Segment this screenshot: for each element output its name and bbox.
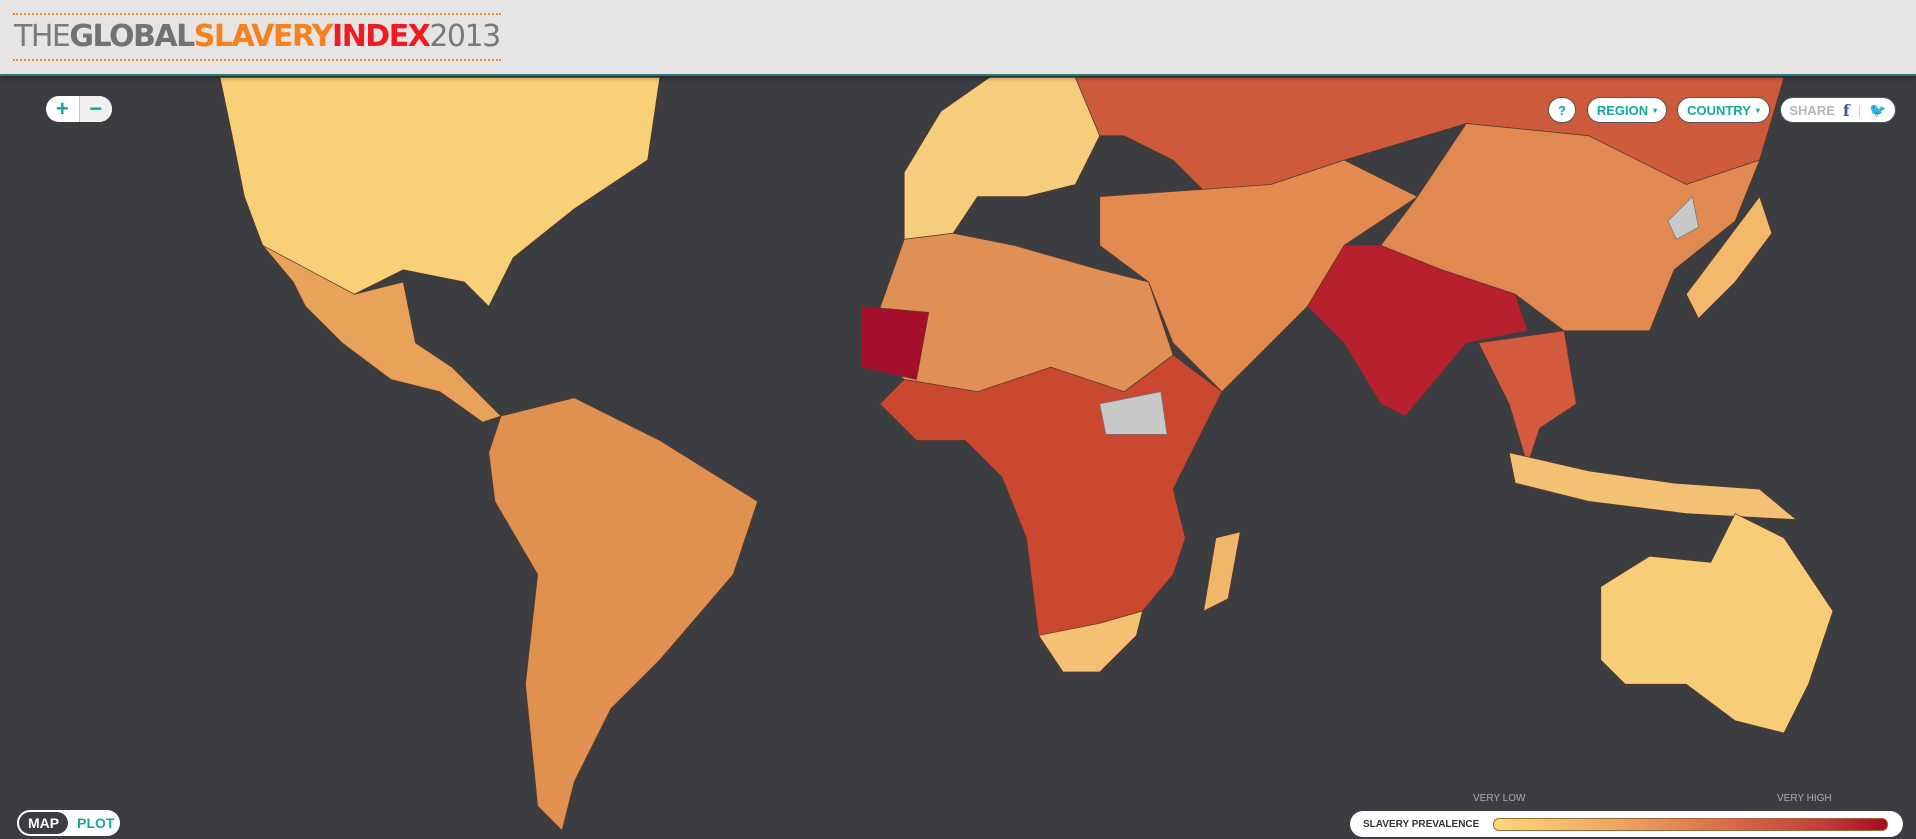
logo-global: GLOBAL: [69, 19, 195, 54]
region-southeast-asia[interactable]: [1477, 330, 1577, 467]
twitter-icon[interactable]: 🐦: [1869, 101, 1887, 118]
legend: SLAVERY PREVALENCE: [1350, 811, 1903, 837]
country-dropdown[interactable]: COUNTRY ▾: [1677, 97, 1770, 123]
region-north-america[interactable]: [219, 76, 661, 307]
region-sub-saharan-africa[interactable]: [879, 354, 1223, 673]
world-map[interactable]: [0, 76, 1916, 839]
region-europe[interactable]: [903, 76, 1101, 240]
logo-index: INDEX: [332, 19, 431, 54]
region-indonesia[interactable]: [1508, 452, 1798, 521]
logo-the: THE: [14, 19, 71, 54]
facebook-icon[interactable]: f: [1842, 100, 1850, 120]
legend-title: SLAVERY PREVALENCE: [1363, 818, 1480, 830]
country-label: COUNTRY: [1687, 102, 1751, 118]
region-label: REGION: [1596, 102, 1649, 118]
logo[interactable]: THE GLOBAL SLAVERY INDEX 2013: [13, 13, 501, 61]
share-label: SHARE: [1789, 102, 1835, 118]
region-japan[interactable]: [1685, 195, 1773, 320]
help-button[interactable]: ?: [1548, 97, 1576, 123]
legend-very-low-label: VERY LOW: [1473, 793, 1526, 804]
chevron-down-icon: ▾: [1755, 105, 1760, 115]
region-no-data-south-sudan[interactable]: [1099, 391, 1168, 435]
map-view-button[interactable]: MAP: [19, 812, 69, 834]
region-dropdown[interactable]: REGION ▾: [1587, 97, 1667, 123]
region-mexico-central-america[interactable]: [262, 245, 502, 423]
zoom-control: + −: [46, 96, 112, 122]
region-south-asia[interactable]: [1307, 245, 1528, 417]
share-bar: SHARE f | 🐦: [1780, 97, 1896, 123]
zoom-in-button[interactable]: +: [55, 96, 69, 121]
legend-gradient-bar: [1493, 817, 1888, 831]
region-australia[interactable]: [1600, 513, 1834, 734]
region-mauritania[interactable]: [861, 305, 930, 380]
header: THE GLOBAL SLAVERY INDEX 2013: [0, 0, 1916, 76]
logo-slavery: SLAVERY: [193, 19, 334, 54]
view-toggle: MAP PLOT: [17, 810, 120, 836]
plot-view-button[interactable]: PLOT: [77, 815, 115, 831]
region-southern-africa[interactable]: [1038, 610, 1144, 673]
legend-very-high-label: VERY HIGH: [1777, 793, 1832, 804]
chevron-down-icon: ▾: [1653, 105, 1658, 115]
help-label: ?: [1558, 102, 1566, 118]
logo-year: 2013: [429, 19, 501, 54]
region-south-america[interactable]: [488, 397, 759, 832]
region-no-data-korea[interactable]: [1667, 195, 1699, 240]
zoom-out-button[interactable]: −: [78, 96, 112, 122]
share-separator: |: [1857, 102, 1862, 118]
region-madagascar[interactable]: [1203, 531, 1241, 612]
